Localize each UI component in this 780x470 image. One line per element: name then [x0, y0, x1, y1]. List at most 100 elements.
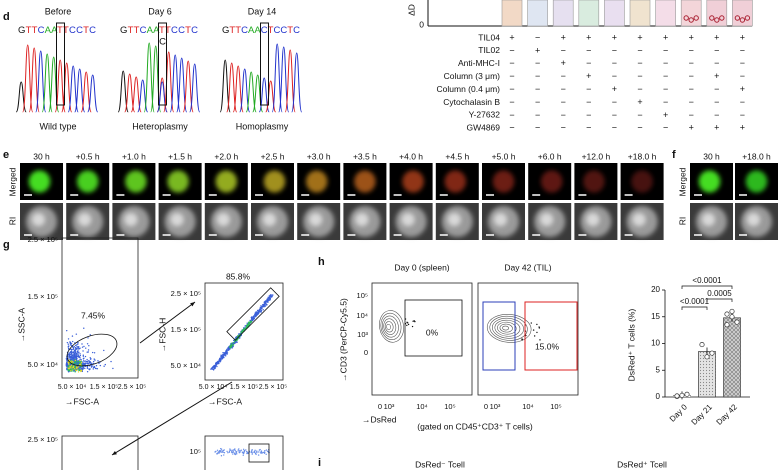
- event-dot: [71, 356, 73, 358]
- highlight-box: [260, 22, 269, 106]
- event-dot: [79, 354, 82, 357]
- condition-mark: −: [561, 71, 566, 81]
- cell-signal: [444, 170, 467, 193]
- event-dot: [81, 368, 83, 371]
- highlight-box: [158, 22, 167, 106]
- condition-mark: −: [714, 84, 719, 94]
- sample-caption: Heteroplasmy: [132, 121, 188, 131]
- event-dot: [66, 341, 69, 344]
- event-dot: [67, 366, 69, 368]
- event-dot: [243, 451, 245, 453]
- condition-name: GW4869: [466, 123, 500, 133]
- event-dot: [229, 346, 232, 349]
- event-dot: [260, 451, 263, 453]
- cell-signal: [305, 170, 328, 193]
- event-dot: [84, 363, 86, 365]
- condition-mark: −: [637, 71, 642, 81]
- x-tick-label: 10⁴: [522, 402, 534, 411]
- contour: [492, 317, 524, 339]
- event-dot: [262, 309, 264, 311]
- bar-fragment: [680, 0, 702, 27]
- event-dot: [256, 313, 259, 315]
- timepoint: 30 h: [703, 151, 720, 161]
- contour: [383, 318, 397, 335]
- event-dot: [256, 450, 258, 453]
- condition-mark: −: [561, 110, 566, 120]
- event-dot: [222, 352, 224, 354]
- x-tick-label: 1.5 × 10⁵: [230, 384, 258, 391]
- event-dot: [74, 349, 76, 352]
- gate-value: 15.0%: [535, 341, 560, 351]
- event-dot: [70, 370, 72, 372]
- event-dot: [232, 453, 234, 455]
- event-dot: [68, 355, 71, 358]
- panel-letter: h: [318, 256, 325, 268]
- event-dot: [99, 364, 102, 367]
- bar-fragment: [732, 0, 753, 27]
- cell-ri: [632, 212, 646, 227]
- event-dot: [238, 450, 240, 452]
- event-dot: [264, 450, 266, 452]
- event-dot: [243, 328, 245, 330]
- event-dot: [412, 320, 414, 322]
- event-dot: [234, 449, 236, 452]
- condition-mark: −: [637, 58, 642, 68]
- event-dot: [223, 454, 225, 456]
- event-dot: [72, 354, 75, 356]
- event-dot: [240, 449, 242, 451]
- event-dot: [232, 451, 235, 453]
- timepoint: +5.0 h: [492, 151, 516, 161]
- y-tick-label: 10: [651, 339, 660, 348]
- event-dot: [83, 359, 85, 362]
- event-dot: [68, 352, 70, 354]
- event-dot: [80, 359, 82, 361]
- event-dot: [77, 356, 80, 358]
- condition-mark: +: [714, 71, 719, 81]
- bar-fragment: [578, 0, 600, 27]
- condition-mark: +: [509, 32, 514, 42]
- axis-label: →FSC-H: [157, 318, 167, 352]
- y-tick-label: 10⁵: [357, 291, 368, 300]
- event-dot: [255, 453, 257, 456]
- bar-texture: [698, 351, 716, 397]
- event-dot: [242, 448, 245, 451]
- event-dot: [242, 452, 244, 454]
- condition-mark: −: [612, 45, 617, 55]
- event-dot: [258, 449, 261, 451]
- x-tick-label: 0: [378, 402, 382, 411]
- cell-signal: [492, 170, 515, 193]
- condition-mark: +: [714, 123, 719, 133]
- condition-mark: −: [637, 110, 642, 120]
- x-tick-label: 10³: [384, 402, 395, 411]
- condition-mark: −: [663, 45, 668, 55]
- event-dot: [257, 311, 259, 313]
- cell-signal: [76, 170, 99, 193]
- condition-name: Y-27632: [469, 110, 501, 120]
- dot: [744, 15, 751, 21]
- sample-caption: Homoplasmy: [236, 121, 289, 131]
- event-dot: [67, 361, 70, 364]
- condition-mark: +: [586, 71, 591, 81]
- event-dot: [71, 368, 73, 371]
- event-dot: [232, 345, 234, 348]
- condition-mark: +: [561, 32, 566, 42]
- event-dot: [251, 452, 253, 454]
- event-dot: [268, 298, 271, 300]
- event-dot: [228, 348, 230, 351]
- event-dot: [91, 365, 93, 367]
- event-dot: [255, 313, 257, 316]
- event-dot: [223, 353, 226, 356]
- event-dot: [406, 322, 409, 324]
- gate: [66, 333, 118, 367]
- event-dot: [237, 335, 239, 337]
- event-dot: [72, 348, 74, 350]
- contour: [386, 323, 391, 330]
- event-dot: [262, 305, 264, 307]
- condition-mark: −: [740, 58, 745, 68]
- condition-mark: −: [689, 45, 694, 55]
- event-dot: [231, 342, 233, 344]
- cell-signal: [745, 170, 768, 193]
- condition-mark: −: [509, 110, 514, 120]
- timepoint: +0.5 h: [76, 151, 100, 161]
- condition-mark: −: [714, 110, 719, 120]
